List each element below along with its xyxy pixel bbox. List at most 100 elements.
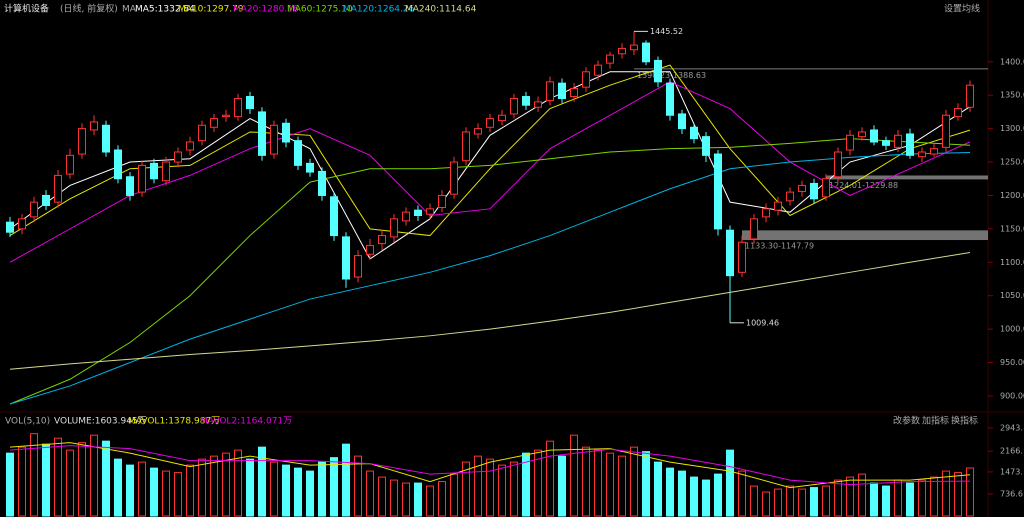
candle-body — [6, 221, 14, 233]
volume-bar — [102, 440, 110, 517]
volume-bar — [630, 446, 638, 517]
price-band — [742, 230, 988, 241]
y-tick-label: 2943. — [1000, 423, 1023, 432]
volume-bar — [882, 485, 890, 517]
volume-bar — [870, 482, 878, 517]
vol-title: VOL(5,10) — [5, 417, 50, 427]
volume-bar — [66, 449, 74, 517]
volume-bar — [546, 440, 554, 517]
y-tick-label: 1000.00 — [1000, 325, 1024, 334]
candle-body — [450, 161, 458, 195]
candle-body — [306, 162, 314, 173]
candle-body — [102, 124, 110, 153]
volume-bar — [30, 433, 38, 517]
volume-bar — [366, 470, 374, 517]
volume-bar — [846, 476, 854, 517]
candle-body — [810, 182, 818, 200]
candle-body — [462, 131, 470, 162]
candle-body — [774, 201, 782, 211]
candle-body — [186, 141, 194, 151]
candle-body — [846, 134, 854, 151]
volume-bar — [966, 467, 974, 517]
volume-bar — [150, 467, 158, 517]
volume-bar — [666, 467, 674, 517]
settings[interactable]: 设置均线 — [944, 3, 980, 15]
extreme-label: 1445.52 — [650, 27, 683, 36]
volume-bar — [678, 470, 686, 517]
y-tick-label: 1300.00 — [1000, 124, 1024, 133]
volume-bar — [534, 449, 542, 517]
vol-readout: MAVOL1:1378.987万 — [128, 417, 220, 427]
volume-bar — [126, 464, 134, 517]
volume-bar — [198, 458, 206, 517]
candle-body — [570, 88, 578, 98]
volume-bar — [450, 473, 458, 517]
candle-body — [702, 136, 710, 156]
volume-bar — [222, 452, 230, 517]
y-tick-label: 1150.00 — [1000, 224, 1024, 233]
candle-body — [66, 154, 74, 175]
candle-body — [54, 174, 62, 203]
volume-bar — [774, 488, 782, 517]
volume-bar — [174, 472, 182, 517]
ma-readout: MA240:1114.64 — [405, 5, 477, 15]
candle-body — [726, 229, 734, 277]
volume-bar — [6, 452, 14, 517]
vol-readout: VOLUME:1603.945万 — [54, 417, 147, 427]
candle-body — [210, 118, 218, 128]
candle-body — [258, 111, 266, 156]
volume-bar — [750, 485, 758, 517]
candle-body — [714, 153, 722, 230]
volume-bar — [318, 461, 326, 517]
candle-body — [942, 114, 950, 148]
candle-body — [18, 218, 26, 230]
candle-body — [558, 82, 566, 100]
vol-readout: MAVOL2:1164.071万 — [200, 417, 292, 427]
volume-bar — [210, 455, 218, 517]
y-tick-label: 1400.00 — [1000, 57, 1024, 66]
volume-bar — [702, 479, 710, 517]
ma-line — [9, 252, 971, 370]
candle-body — [162, 161, 170, 182]
volume-bar — [186, 464, 194, 517]
indicator-button[interactable]: 改参数 — [893, 415, 920, 427]
ma-readout: MA10:1297.79 — [178, 5, 244, 15]
candle-body — [390, 218, 398, 238]
y-tick-label: 1100.00 — [1000, 258, 1024, 267]
extreme-label: 1009.46 — [746, 318, 779, 327]
candle-body — [918, 151, 926, 158]
indicator-button[interactable]: 换指标 — [951, 415, 978, 427]
volume-bar — [294, 467, 302, 517]
volume-bar — [438, 481, 446, 517]
volume-bar — [426, 485, 434, 517]
candle-body — [126, 176, 134, 196]
candle-body — [30, 201, 38, 218]
candle-body — [678, 113, 686, 130]
volume-bar — [390, 479, 398, 517]
volume-bar — [930, 476, 938, 517]
candle-body — [294, 140, 302, 166]
candle-body — [318, 170, 326, 196]
volume-bar — [138, 461, 146, 517]
volume-bar — [798, 488, 806, 517]
volume-bar — [462, 461, 470, 517]
mode: (日线, 前复权) — [60, 3, 118, 15]
candle-body — [78, 128, 86, 155]
volume-bar — [606, 452, 614, 517]
y-tick-label: 1200.00 — [1000, 191, 1024, 200]
volume-bar — [402, 482, 410, 517]
volume-bar — [18, 446, 26, 517]
volume-bar — [54, 437, 62, 517]
candle-body — [690, 126, 698, 140]
volume-bar — [510, 461, 518, 517]
volume-bar — [258, 446, 266, 517]
band-label: 1133.30-1147.79 — [745, 242, 814, 251]
candle-body — [198, 124, 206, 142]
ma-line — [9, 445, 971, 486]
indicator-button[interactable]: 加指标 — [922, 415, 949, 427]
candle-body — [582, 71, 590, 88]
candle-body — [150, 162, 158, 180]
volume-bar — [786, 485, 794, 517]
volume-bar — [522, 452, 530, 517]
band-label: 1224.01-1229.88 — [829, 181, 898, 190]
